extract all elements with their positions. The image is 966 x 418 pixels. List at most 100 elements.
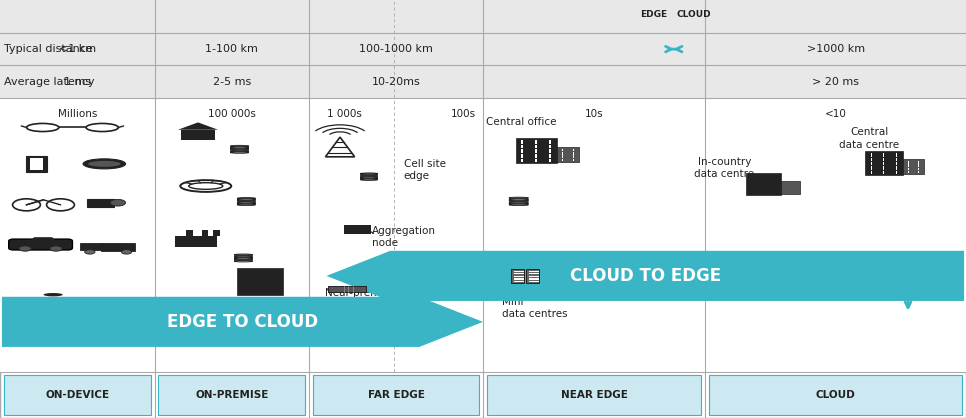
Bar [896, 166, 897, 170]
FancyBboxPatch shape [487, 375, 701, 415]
Bar [903, 159, 923, 174]
Bar [535, 159, 537, 163]
Ellipse shape [360, 174, 378, 176]
Bar [0, 0, 966, 98]
Ellipse shape [509, 201, 528, 203]
FancyBboxPatch shape [709, 375, 962, 415]
Bar [870, 153, 871, 157]
Ellipse shape [360, 173, 378, 174]
Bar [80, 243, 102, 250]
Text: 1 000s: 1 000s [327, 109, 361, 119]
Text: > 20 ms: > 20 ms [812, 76, 859, 87]
Circle shape [19, 246, 31, 251]
Text: 100 000s: 100 000s [208, 109, 256, 119]
Ellipse shape [360, 177, 378, 178]
Bar [883, 171, 885, 174]
Ellipse shape [43, 293, 63, 296]
Bar [561, 159, 563, 161]
Bar [213, 230, 219, 236]
Polygon shape [2, 297, 483, 347]
Bar [746, 173, 781, 195]
Bar [781, 181, 800, 194]
Bar [186, 230, 192, 236]
Bar [234, 260, 253, 261]
Bar [344, 225, 371, 234]
Ellipse shape [230, 152, 249, 153]
Ellipse shape [234, 257, 253, 258]
Bar [870, 171, 871, 174]
Bar [327, 286, 366, 292]
Bar [509, 198, 528, 199]
Ellipse shape [234, 255, 253, 257]
Ellipse shape [509, 199, 528, 200]
Bar [514, 273, 524, 275]
Polygon shape [29, 237, 56, 241]
Bar [896, 162, 897, 166]
Ellipse shape [234, 254, 253, 255]
Bar [100, 243, 134, 251]
Bar [535, 145, 537, 148]
Ellipse shape [230, 147, 249, 148]
Bar [514, 275, 524, 277]
Ellipse shape [360, 178, 378, 179]
Ellipse shape [237, 200, 256, 201]
Ellipse shape [234, 259, 253, 260]
Text: NEAR EDGE: NEAR EDGE [560, 390, 628, 400]
Text: CLOUD TO EDGE: CLOUD TO EDGE [570, 267, 721, 285]
Bar [883, 153, 885, 157]
Bar [511, 269, 525, 283]
Polygon shape [178, 122, 218, 130]
Polygon shape [327, 251, 964, 301]
FancyBboxPatch shape [4, 375, 151, 415]
Text: 2-5 ms: 2-5 ms [213, 76, 251, 87]
Ellipse shape [230, 148, 249, 149]
Bar [883, 166, 885, 170]
Bar [561, 148, 563, 151]
FancyBboxPatch shape [9, 239, 72, 250]
FancyBboxPatch shape [158, 375, 305, 415]
Text: Near-premise: Near-premise [325, 288, 395, 298]
Bar [230, 151, 249, 153]
Ellipse shape [230, 145, 249, 147]
Bar [896, 158, 897, 161]
Ellipse shape [509, 197, 528, 199]
Bar [535, 149, 537, 153]
Bar [870, 158, 871, 161]
Ellipse shape [509, 204, 528, 206]
Circle shape [110, 199, 126, 206]
Text: EDGE: EDGE [640, 10, 668, 19]
Bar [549, 145, 551, 148]
Bar [573, 159, 575, 161]
Text: Typical distance: Typical distance [4, 44, 93, 54]
Bar [522, 145, 524, 148]
Bar [561, 152, 563, 155]
Text: In-country
data centre: In-country data centre [695, 157, 754, 179]
Ellipse shape [360, 179, 378, 181]
Bar [870, 162, 871, 166]
Bar [522, 140, 524, 144]
Bar [237, 201, 256, 202]
Bar [573, 148, 575, 151]
Bar [522, 154, 524, 158]
Text: 100s: 100s [451, 109, 476, 119]
Bar [360, 178, 378, 180]
Text: FAR EDGE: FAR EDGE [368, 390, 424, 400]
Bar [516, 138, 556, 163]
Bar [87, 199, 114, 207]
Text: Mini
data centres: Mini data centres [502, 297, 568, 319]
Text: Millions: Millions [58, 109, 97, 119]
Bar [30, 158, 43, 170]
Text: 1-100 km: 1-100 km [206, 44, 258, 54]
Ellipse shape [360, 175, 378, 177]
Text: <1 km: <1 km [59, 44, 96, 54]
Ellipse shape [230, 150, 249, 152]
Bar [573, 155, 575, 158]
Bar [522, 159, 524, 163]
Text: 10s: 10s [584, 109, 604, 119]
Ellipse shape [509, 200, 528, 201]
Text: Central
data centre: Central data centre [839, 127, 899, 150]
Bar [535, 140, 537, 144]
Bar [896, 171, 897, 174]
Bar [561, 155, 563, 158]
Bar [529, 273, 539, 275]
